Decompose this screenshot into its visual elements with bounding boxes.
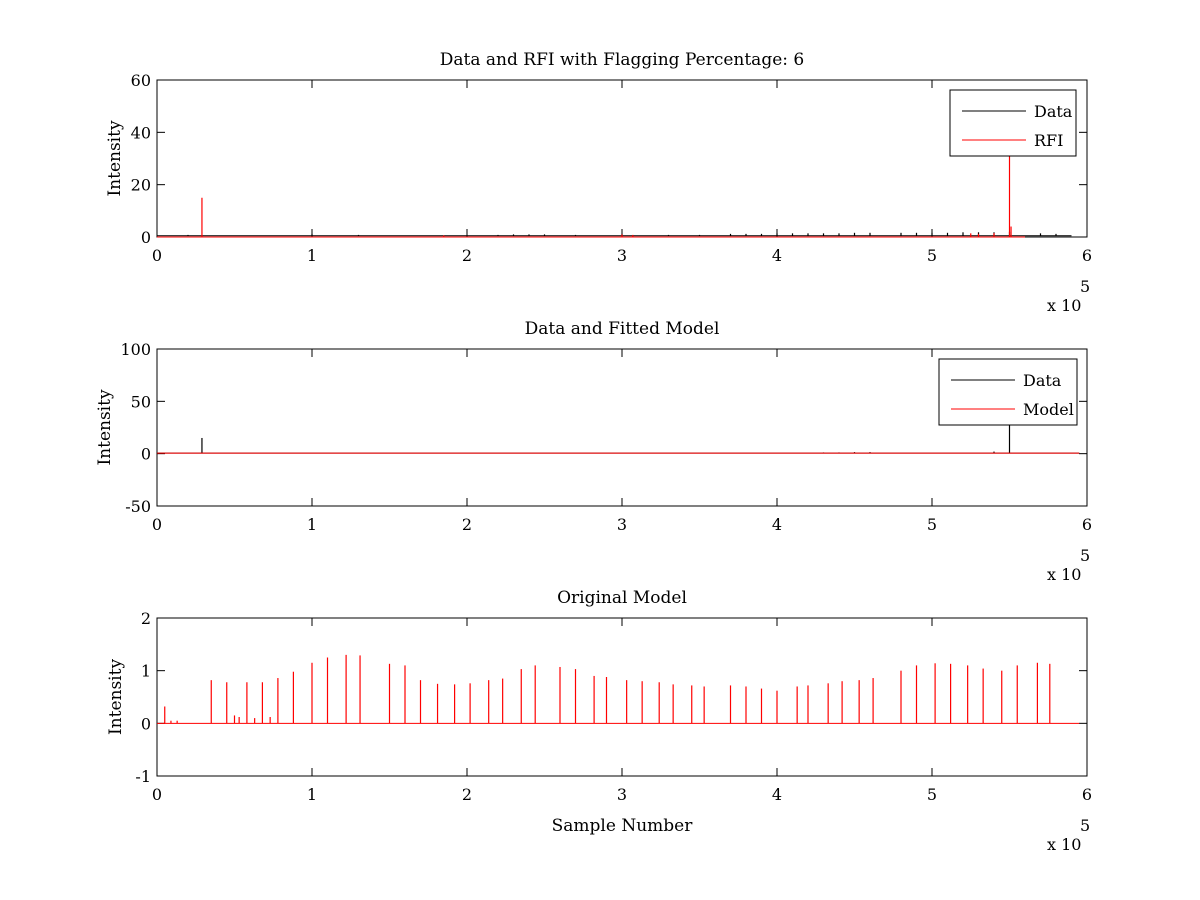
y-tick-label: -50 (125, 497, 151, 516)
x-tick-label: 2 (462, 246, 472, 265)
chart-title: Data and RFI with Flagging Percentage: 6 (440, 50, 804, 70)
legend-label: RFI (1034, 131, 1063, 150)
legend: Data RFI (949, 89, 1077, 157)
x-multiplier-exponent: 5 (1080, 816, 1090, 835)
y-tick-label: 40 (131, 123, 151, 142)
y-tick-label: -1 (135, 767, 151, 786)
x-tick-label: 6 (1082, 515, 1092, 534)
x-multiplier: x 10 (1047, 296, 1081, 315)
y-tick-label: 1 (141, 662, 151, 681)
x-multiplier: x 10 (1047, 835, 1081, 854)
x-tick-label: 4 (772, 515, 782, 534)
y-tick-label: 0 (141, 445, 151, 464)
x-tick-label: 1 (307, 246, 317, 265)
x-tick-label: 6 (1082, 785, 1092, 804)
x-tick-label: 4 (772, 246, 782, 265)
chart-title: Original Model (557, 588, 687, 608)
y-tick-label: 50 (131, 392, 151, 411)
axes-box (156, 617, 1088, 777)
x-tick-label: 5 (927, 246, 937, 265)
x-tick-label: 3 (617, 515, 627, 534)
x-tick-label: 6 (1082, 246, 1092, 265)
y-tick-label: 100 (120, 340, 151, 359)
legend: Data Model (938, 358, 1078, 426)
y-axis-label: Intensity (106, 659, 126, 735)
legend-label: Data (1034, 102, 1073, 121)
legend-label: Model (1023, 400, 1074, 419)
y-tick-label: 20 (131, 176, 151, 195)
x-tick-label: 5 (927, 785, 937, 804)
x-tick-label: 2 (462, 785, 472, 804)
x-tick-label: 1 (307, 785, 317, 804)
y-axis-label: Intensity (105, 120, 125, 196)
x-axis-label: Sample Number (552, 816, 694, 836)
y-tick-label: 60 (131, 71, 151, 90)
legend-label: Data (1023, 371, 1062, 390)
y-axis-label: Intensity (95, 389, 115, 465)
y-tick-label: 0 (141, 714, 151, 733)
x-tick-label: 0 (152, 785, 162, 804)
x-tick-label: 5 (927, 515, 937, 534)
x-multiplier-exponent: 5 (1080, 277, 1090, 296)
legend-box (949, 89, 1077, 157)
y-tick-label: 0 (141, 228, 151, 247)
axes-box (156, 79, 1088, 238)
x-tick-label: 4 (772, 785, 782, 804)
x-tick-label: 2 (462, 515, 472, 534)
x-tick-label: 0 (152, 515, 162, 534)
x-multiplier-exponent: 5 (1080, 546, 1090, 565)
x-tick-label: 1 (307, 515, 317, 534)
x-tick-label: 3 (617, 785, 627, 804)
series-rfi (157, 155, 1025, 238)
x-multiplier: x 10 (1047, 565, 1081, 584)
chart-title: Data and Fitted Model (525, 319, 720, 339)
y-tick-label: 2 (141, 609, 151, 628)
x-tick-label: 3 (617, 246, 627, 265)
x-tick-label: 0 (152, 246, 162, 265)
series-1 (157, 654, 1080, 724)
legend-box (938, 358, 1078, 426)
